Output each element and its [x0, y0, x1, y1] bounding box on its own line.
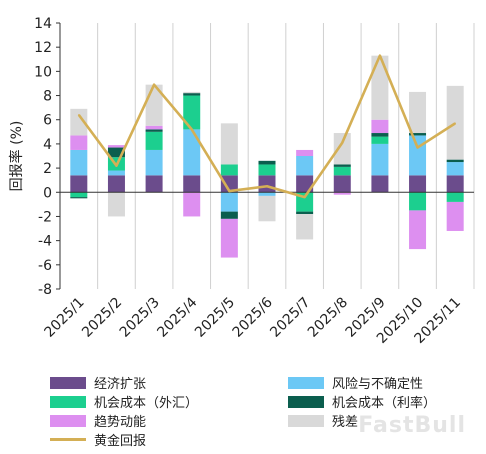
y-tick-label: 12 [34, 40, 52, 56]
bar-segment [296, 156, 314, 176]
bar-segment [183, 192, 201, 217]
bar-segment [446, 201, 464, 231]
y-tick-label: 2 [43, 161, 52, 177]
line-point [266, 185, 268, 188]
bar-segment [296, 214, 314, 240]
bar-segment [145, 131, 163, 150]
bar-segment [296, 175, 314, 193]
line-point [190, 128, 193, 131]
bar-segment [107, 170, 125, 176]
bar-segment [333, 175, 351, 193]
x-tick-label: 2025/5 [192, 295, 238, 341]
x-tick-label: 2025/4 [154, 294, 200, 340]
bar-segment [220, 211, 238, 219]
x-tick-label: 2025/2 [79, 295, 125, 341]
bar-segment [70, 135, 88, 150]
bar-segment [145, 129, 163, 132]
bar-segment [258, 160, 276, 165]
bar-segment [409, 135, 427, 176]
bar-segment [70, 175, 88, 193]
x-tick-label: 2025/8 [305, 295, 351, 341]
bar-segment [107, 145, 125, 148]
watermark-logo: FastBull [358, 413, 466, 438]
bar-segment [409, 210, 427, 250]
bar-segment [333, 133, 351, 165]
bar-segment [70, 149, 88, 176]
bar-segment [409, 91, 427, 134]
x-tick-label: 2025/1 [41, 295, 87, 341]
bar-segment [371, 55, 389, 120]
line-point [78, 114, 80, 116]
bar-segment [258, 195, 276, 222]
bar-segment [70, 192, 88, 198]
y-tick-label: 14 [34, 16, 52, 32]
bar-segment [183, 91, 201, 94]
bar-segment [296, 211, 314, 215]
bar-segment [446, 175, 464, 193]
bar-segment [183, 95, 201, 130]
line-point [341, 141, 344, 144]
bar-segment [371, 143, 389, 176]
bar-segment [145, 125, 163, 130]
line-point [454, 122, 456, 125]
line-point [303, 196, 306, 198]
bar-segment [446, 159, 464, 163]
bar-segment [333, 164, 351, 167]
line-point [379, 54, 381, 57]
bar-segment [333, 166, 351, 176]
bar-segment [446, 192, 464, 202]
bar-segment [183, 129, 201, 176]
bar-segment [409, 175, 427, 193]
x-tick-label: 2025/3 [117, 295, 163, 341]
x-tick-label: 2025/7 [267, 295, 313, 341]
bar-segment [409, 192, 427, 211]
bar-segment [220, 175, 238, 193]
x-tick-label: 2025/6 [230, 294, 276, 340]
bar-segment [70, 108, 88, 136]
bar-segment [446, 162, 464, 176]
line-point [416, 146, 419, 149]
bar-segment [371, 136, 389, 144]
bar-segment [333, 192, 351, 195]
bar-segment [107, 192, 125, 217]
bar-segment [296, 149, 314, 156]
line-point [228, 190, 231, 192]
bar-segment [220, 218, 238, 258]
bar-segment [371, 175, 389, 193]
line-point [115, 164, 118, 167]
bar-segment [107, 147, 125, 158]
y-tick-label: -2 [38, 209, 52, 225]
line-point [153, 83, 155, 86]
y-tick-label: 8 [43, 89, 52, 105]
bar-segment [145, 149, 163, 176]
bar-segment [258, 164, 276, 176]
bar-segment [183, 93, 201, 96]
bar-segment [371, 119, 389, 134]
y-tick-label: 4 [43, 137, 52, 153]
bar-segment [220, 123, 238, 165]
bar-segment [409, 133, 427, 136]
bar-segment [258, 192, 276, 196]
y-tick-label: 6 [43, 113, 52, 129]
bar-segment [258, 175, 276, 193]
y-tick-label: 10 [34, 64, 52, 80]
y-axis-label: 回报率 (%) [8, 121, 25, 192]
y-tick-label: -4 [38, 234, 52, 250]
bar-segment [145, 175, 163, 193]
bar-segment [107, 175, 125, 193]
y-tick-label: -6 [38, 258, 52, 274]
y-tick-label: 0 [43, 185, 52, 201]
bar-segment [183, 175, 201, 193]
bar-segment [371, 133, 389, 137]
bar-segment [70, 197, 88, 199]
bar-segment [220, 164, 238, 176]
bar-segment [220, 192, 238, 212]
y-tick-label: -8 [38, 282, 52, 298]
